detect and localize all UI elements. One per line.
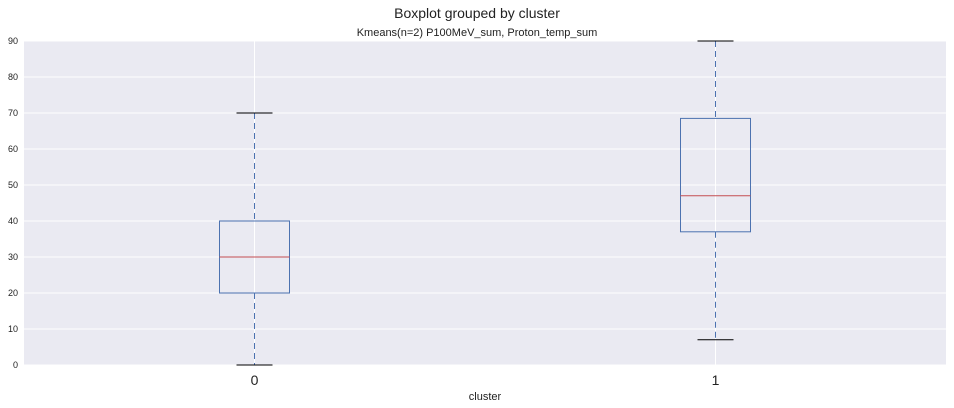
y-tick-label: 50: [8, 180, 18, 190]
y-tick-label: 20: [8, 288, 18, 298]
boxes: [219, 40, 751, 366]
iqr-box: [680, 117, 751, 233]
y-tick-label: 0: [13, 360, 18, 370]
box-group: [680, 40, 751, 341]
y-tick-labels: 0 10 20 30 40 50 60 70 80 90: [8, 36, 18, 370]
x-tick-label: 0: [251, 372, 259, 388]
y-tick-label: 70: [8, 108, 18, 118]
y-tick-label: 60: [8, 144, 18, 154]
chart-title: Kmeans(n=2) P100MeV_sum, Proton_temp_sum: [356, 27, 598, 39]
y-tick-label: 40: [8, 216, 18, 226]
x-axis-label: cluster: [469, 391, 502, 403]
plot-area: [24, 41, 946, 365]
y-tick-label: 30: [8, 252, 18, 262]
y-tick-label: 10: [8, 324, 18, 334]
y-tick-label: 90: [8, 36, 18, 46]
box-group: [219, 112, 290, 366]
y-tick-label: 80: [8, 72, 18, 82]
x-tick-label: 1: [712, 372, 720, 388]
chart-suptitle: Boxplot grouped by cluster: [394, 5, 560, 21]
